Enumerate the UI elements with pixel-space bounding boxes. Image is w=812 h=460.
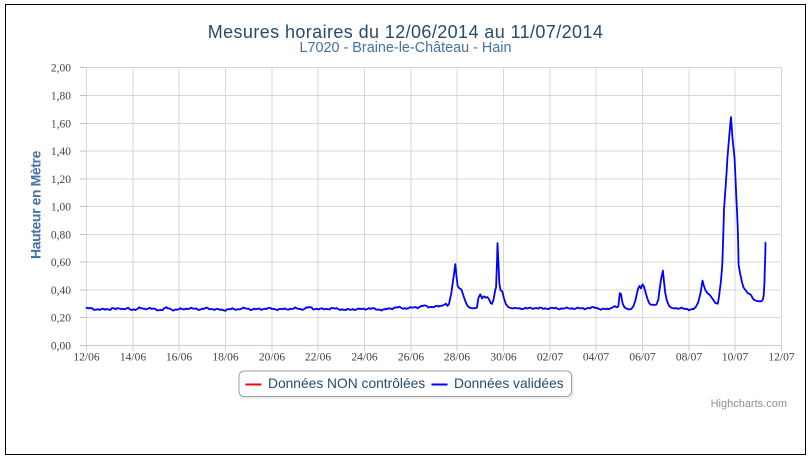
svg-text:30/06: 30/06 (490, 352, 516, 364)
svg-text:Hauteur en Mètre: Hauteur en Mètre (28, 150, 44, 259)
svg-text:24/06: 24/06 (351, 352, 377, 364)
svg-text:L7020 - Braine-le-Château - Ha: L7020 - Braine-le-Château - Hain (300, 40, 512, 56)
svg-text:16/06: 16/06 (166, 352, 192, 364)
svg-text:0,20: 0,20 (51, 313, 71, 325)
svg-text:26/06: 26/06 (398, 352, 424, 364)
svg-text:22/06: 22/06 (305, 352, 331, 364)
svg-text:Données NON contrôlées: Données NON contrôlées (268, 376, 425, 391)
svg-text:0,80: 0,80 (51, 230, 71, 242)
svg-text:1,20: 1,20 (51, 174, 71, 186)
svg-text:0,00: 0,00 (51, 341, 71, 353)
svg-text:0,40: 0,40 (51, 285, 71, 297)
svg-text:02/07: 02/07 (537, 352, 563, 364)
svg-text:20/06: 20/06 (259, 352, 285, 364)
svg-text:0,60: 0,60 (51, 257, 71, 269)
svg-text:10/07: 10/07 (722, 352, 748, 364)
svg-text:12/07: 12/07 (768, 352, 794, 364)
svg-text:2,00: 2,00 (51, 63, 71, 75)
svg-text:08/07: 08/07 (676, 352, 702, 364)
svg-text:1,40: 1,40 (51, 146, 71, 158)
svg-text:1,60: 1,60 (51, 119, 71, 131)
svg-text:1,00: 1,00 (51, 202, 71, 214)
svg-text:18/06: 18/06 (212, 352, 238, 364)
svg-text:Données validées: Données validées (454, 376, 564, 391)
svg-text:12/06: 12/06 (73, 352, 99, 364)
svg-text:14/06: 14/06 (120, 352, 146, 364)
svg-text:06/07: 06/07 (629, 352, 655, 364)
svg-text:Mesures horaires du 12/06/2014: Mesures horaires du 12/06/2014 au 11/07/… (208, 22, 604, 42)
svg-text:04/07: 04/07 (583, 352, 609, 364)
svg-text:1,80: 1,80 (51, 91, 71, 103)
svg-text:28/06: 28/06 (444, 352, 470, 364)
svg-text:Highcharts.com: Highcharts.com (711, 398, 787, 410)
